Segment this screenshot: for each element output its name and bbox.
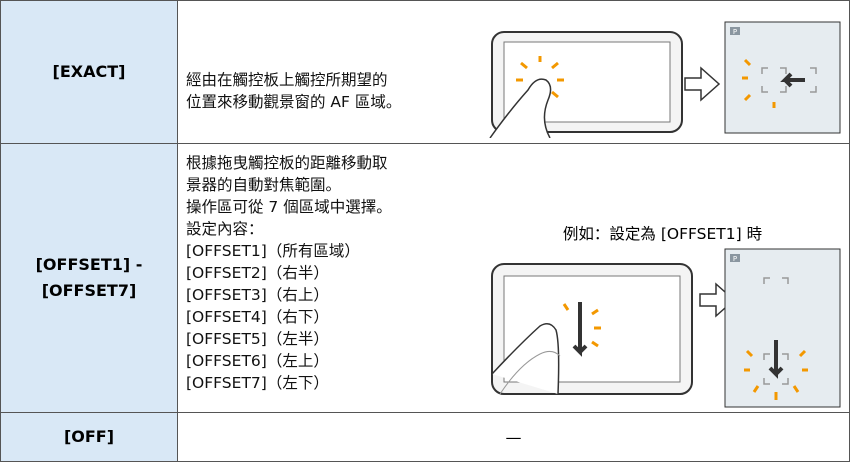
text-line: [OFFSET2]（右半） bbox=[186, 264, 329, 282]
row-label: [OFF] bbox=[0, 412, 178, 462]
text-line: [OFFSET5]（左半） bbox=[186, 330, 329, 348]
row-label: [EXACT] bbox=[0, 0, 178, 144]
caption: 例如：設定為 [OFFSET1] 時 bbox=[562, 225, 763, 243]
text-line: 位置來移動觀景窗的 AF 區域。 bbox=[186, 93, 402, 111]
screen-label: P bbox=[733, 255, 737, 263]
illustration: P bbox=[491, 248, 841, 408]
text-line: [OFFSET4]（右下） bbox=[186, 308, 329, 326]
screen-label: P bbox=[733, 28, 737, 36]
text-line: [OFFSET7]（左下） bbox=[186, 374, 329, 392]
text-line: 經由在觸控板上觸控所期望的 bbox=[186, 71, 388, 89]
text-line: 設定內容： bbox=[186, 220, 264, 238]
text-line: [OFFSET6]（左上） bbox=[186, 352, 329, 370]
text-line: 根據拖曳觸控板的距離移動取 bbox=[186, 154, 388, 172]
row-description: — bbox=[177, 412, 850, 462]
text-line: [OFFSET3]（右上） bbox=[186, 286, 329, 304]
text-line: 景器的自動對焦範圍。 bbox=[186, 176, 342, 194]
text-line: 操作區可從 7 個區域中選擇。 bbox=[186, 198, 392, 216]
row-label: [OFFSET1] - [OFFSET7] bbox=[0, 143, 178, 413]
illustration: P bbox=[489, 21, 841, 138]
text-line: [OFFSET1]（所有區域） bbox=[186, 242, 360, 260]
